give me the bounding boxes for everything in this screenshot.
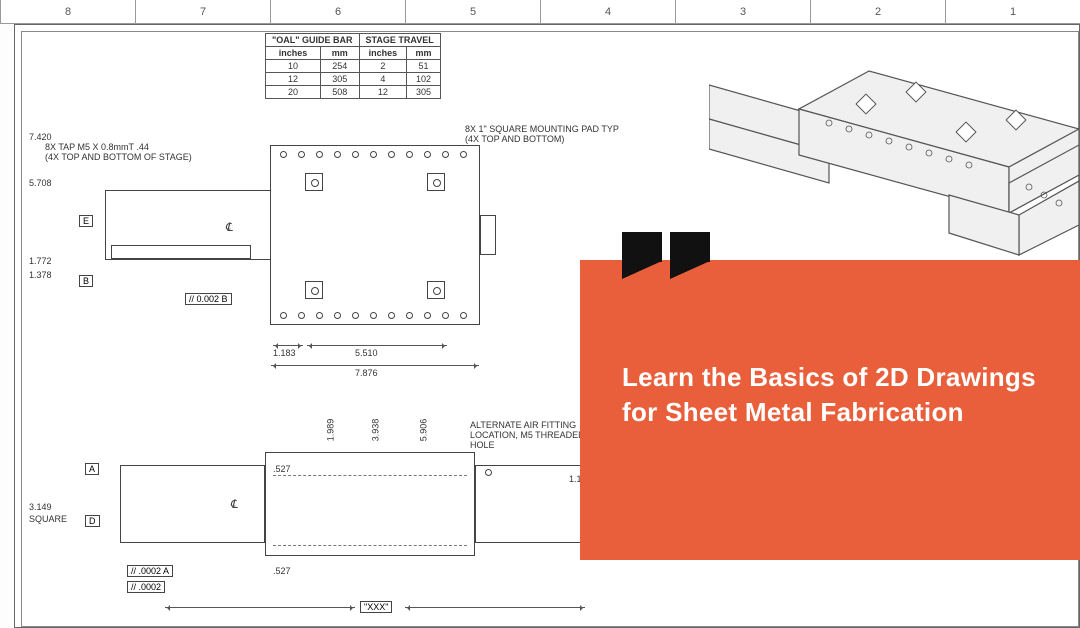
dim-arrow	[165, 607, 355, 608]
datum-a: A	[85, 463, 99, 475]
hole	[442, 312, 449, 319]
hole	[352, 151, 359, 158]
tol-frame: // .0002	[127, 581, 165, 593]
hole	[388, 312, 395, 319]
hole	[370, 312, 377, 319]
iso-svg	[709, 55, 1079, 265]
table-sub: mm	[321, 47, 359, 60]
top-view-right-stub	[480, 215, 496, 255]
port-hole	[485, 469, 492, 476]
dim-y-bot: 3.149	[29, 503, 52, 513]
dim-arrow	[271, 365, 479, 366]
mount-pad	[427, 173, 445, 191]
note-alt-fit: ALTERNATE AIR FITTING LOCATION, M5 THREA…	[470, 421, 585, 451]
centerline-symbol: ℄	[230, 497, 238, 512]
hidden-line	[273, 545, 467, 546]
mount-pad	[305, 173, 323, 191]
ruler-tick: 8	[0, 0, 135, 23]
ruler-tick: 3	[675, 0, 810, 23]
mount-pad	[427, 281, 445, 299]
quote-icon	[622, 232, 710, 278]
dim-arrow	[273, 345, 303, 346]
banner-title: Learn the Basics of 2D Drawings for Shee…	[622, 360, 1044, 430]
hole	[406, 312, 413, 319]
hole	[352, 312, 359, 319]
dim-x: 7.876	[355, 369, 378, 379]
note-tap: 8X TAP M5 X 0.8mmT .44 (4X TOP AND BOTTO…	[45, 143, 192, 163]
ruler-tick: 4	[540, 0, 675, 23]
top-view-plate	[270, 145, 480, 325]
isometric-view	[709, 55, 1079, 265]
axis-box: "XXX"	[360, 601, 392, 613]
dim-arrow	[307, 345, 447, 346]
hole	[388, 151, 395, 158]
dim-x: 1.183	[273, 349, 296, 359]
banner: Learn the Basics of 2D Drawings for Shee…	[580, 260, 1080, 560]
hole	[460, 151, 467, 158]
table-head-2: STAGE TRAVEL	[359, 34, 440, 47]
ruler-tick: 5	[405, 0, 540, 23]
spec-table: "OAL" GUIDE BAR STAGE TRAVEL inches mm i…	[265, 33, 441, 99]
dim-v: 1.989	[326, 419, 336, 442]
dim-y: 5.708	[29, 179, 52, 189]
hole	[316, 151, 323, 158]
hole	[280, 151, 287, 158]
dim-v: 5.906	[419, 419, 429, 442]
table-head-1: "OAL" GUIDE BAR	[266, 34, 360, 47]
hole	[280, 312, 287, 319]
dim-x-bot: .527	[273, 567, 291, 577]
hole	[406, 151, 413, 158]
table-sub: inches	[359, 47, 407, 60]
hole	[316, 312, 323, 319]
hole	[370, 151, 377, 158]
hole	[334, 151, 341, 158]
hole	[298, 151, 305, 158]
dim-y: 1.772	[29, 257, 52, 267]
note-pad: 8X 1" SQUARE MOUNTING PAD TYP (4X TOP AN…	[465, 125, 619, 145]
datum-d: D	[85, 515, 100, 527]
datum-b: B	[79, 275, 93, 287]
dim-x: 5.510	[355, 349, 378, 359]
hole	[298, 312, 305, 319]
hole	[460, 312, 467, 319]
datum-e: E	[79, 215, 93, 227]
hole	[442, 151, 449, 158]
dim-x-bot2: .527	[273, 465, 291, 475]
top-view-left-slot	[111, 245, 251, 259]
centerline-symbol: ℄	[225, 220, 233, 235]
dim-y: 1.378	[29, 271, 52, 281]
ruler-tick: 6	[270, 0, 405, 23]
tol-frame: // .0002 A	[127, 565, 173, 577]
ruler-tick: 1	[945, 0, 1080, 23]
ruler-strip: 1 2 3 4 5 6 7 8	[0, 0, 1080, 24]
ruler-tick: 7	[135, 0, 270, 23]
table-sub: inches	[266, 47, 321, 60]
dim-y: 7.420	[29, 133, 52, 143]
hole	[424, 312, 431, 319]
side-main-block	[265, 452, 475, 556]
tol-frame: // 0.002 B	[185, 293, 232, 305]
label-square: SQUARE	[29, 515, 67, 525]
ruler-tick: 2	[810, 0, 945, 23]
dim-v: 3.938	[371, 419, 381, 442]
side-left-block	[120, 465, 265, 543]
hole	[424, 151, 431, 158]
hole	[334, 312, 341, 319]
dim-arrow	[405, 607, 585, 608]
table-sub: mm	[407, 47, 440, 60]
hidden-line	[273, 475, 467, 476]
mount-pad	[305, 281, 323, 299]
